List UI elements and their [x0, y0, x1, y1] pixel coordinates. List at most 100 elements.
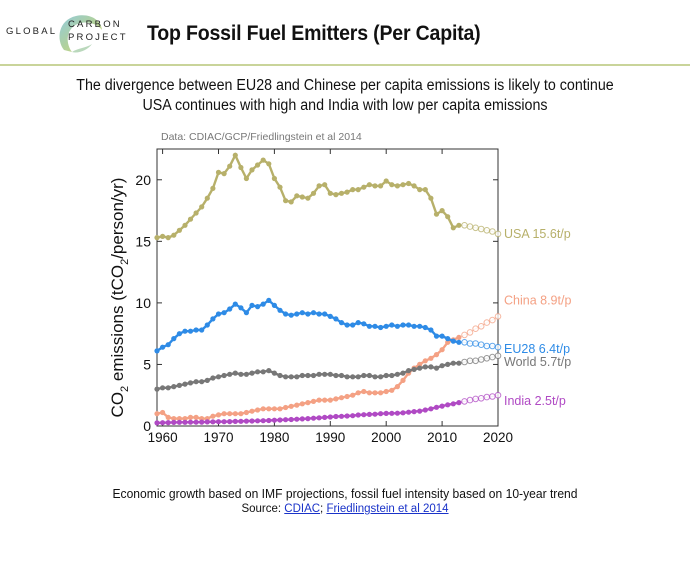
data-point — [260, 301, 266, 307]
logo-swirl-icon — [59, 15, 102, 53]
data-point — [283, 374, 289, 380]
data-point — [372, 411, 378, 417]
y-axis-label-subscript: 2 — [119, 386, 131, 392]
data-point — [249, 370, 255, 376]
data-point — [193, 210, 199, 216]
data-point — [389, 372, 395, 379]
data-point — [383, 323, 389, 329]
data-point — [366, 390, 372, 396]
data-point — [394, 384, 400, 390]
projection-point — [483, 227, 491, 234]
y-axis-label: CO2 emissions (tCO2/person/yr) — [108, 178, 131, 418]
data-point — [439, 403, 445, 409]
data-point — [422, 364, 428, 370]
data-point — [227, 371, 233, 377]
data-point — [394, 323, 400, 329]
data-point — [327, 397, 333, 403]
data-point — [232, 152, 238, 158]
data-point — [187, 216, 194, 222]
data-point — [255, 304, 261, 310]
data-point — [171, 336, 177, 342]
data-point — [176, 382, 182, 388]
y-tick-label: 0 — [143, 418, 151, 434]
y-axis-label-part: emissions (tCO — [108, 265, 127, 386]
data-point — [238, 305, 244, 311]
data-point — [433, 404, 440, 410]
data-point — [445, 214, 451, 220]
data-point — [383, 410, 389, 416]
data-point — [176, 227, 182, 233]
data-point — [445, 402, 451, 408]
data-point — [288, 312, 294, 318]
data-point — [394, 371, 400, 377]
data-point — [260, 418, 266, 424]
data-point — [372, 183, 378, 189]
data-point — [266, 406, 272, 412]
projection-point — [466, 357, 474, 365]
data-point — [294, 311, 300, 317]
y-axis-label-part: /person/yr) — [108, 178, 127, 259]
data-point — [406, 180, 412, 187]
data-point — [199, 419, 205, 425]
data-point — [428, 195, 434, 201]
data-point — [344, 189, 350, 195]
x-tick-label: 2000 — [371, 430, 401, 445]
data-point — [400, 322, 406, 328]
data-point — [406, 409, 412, 415]
projection-point — [494, 230, 502, 238]
data-point — [176, 331, 182, 337]
data-point — [316, 397, 322, 403]
data-point — [271, 417, 277, 423]
data-point — [372, 390, 378, 396]
projection-point — [461, 222, 468, 229]
header: GLOBAL CARBON PROJECT Top Fossil Fuel Em… — [0, 0, 690, 62]
data-point — [378, 374, 384, 380]
data-point — [344, 393, 350, 400]
projection-point — [494, 343, 502, 351]
data-point — [322, 414, 328, 420]
data-point — [310, 190, 317, 196]
data-point — [232, 370, 238, 376]
data-point — [165, 414, 171, 420]
source-link-cdiac[interactable]: CDIAC — [284, 503, 321, 515]
data-point — [243, 371, 249, 377]
data-point — [417, 187, 423, 193]
data-point — [411, 183, 417, 189]
data-point — [439, 333, 445, 339]
data-point — [450, 401, 456, 407]
source-link-friedlingstein[interactable]: Friedlingstein et al 2014 — [326, 503, 449, 515]
data-point — [322, 371, 328, 377]
data-point — [227, 419, 233, 425]
data-point — [344, 413, 350, 419]
projection-point — [466, 396, 474, 404]
y-tick-label: 20 — [135, 172, 151, 188]
data-point — [288, 416, 294, 423]
series-end-label-usa: USA 15.6t/p — [504, 227, 571, 241]
series-usa — [154, 152, 502, 241]
data-point — [344, 374, 350, 380]
x-tick-label: 2010 — [427, 430, 457, 445]
data-point — [294, 416, 300, 422]
data-point — [422, 187, 428, 193]
data-point — [187, 380, 194, 386]
data-point — [283, 417, 289, 423]
projection-point — [461, 339, 468, 346]
data-point — [182, 381, 188, 387]
data-point — [333, 316, 339, 322]
data-point — [428, 327, 434, 333]
data-point — [305, 400, 311, 406]
projection-point — [483, 342, 491, 350]
series-india — [154, 391, 502, 426]
data-point — [171, 232, 177, 238]
data-point — [227, 411, 233, 417]
y-tick-label: 10 — [135, 295, 151, 311]
data-point — [165, 420, 171, 426]
data-point — [310, 398, 317, 404]
data-point — [316, 311, 322, 317]
data-point — [372, 374, 378, 380]
projection-point — [489, 316, 496, 324]
data-point — [160, 420, 166, 426]
data-point — [316, 183, 322, 189]
projection-point — [472, 357, 479, 365]
x-tick-label: 1970 — [203, 430, 233, 445]
